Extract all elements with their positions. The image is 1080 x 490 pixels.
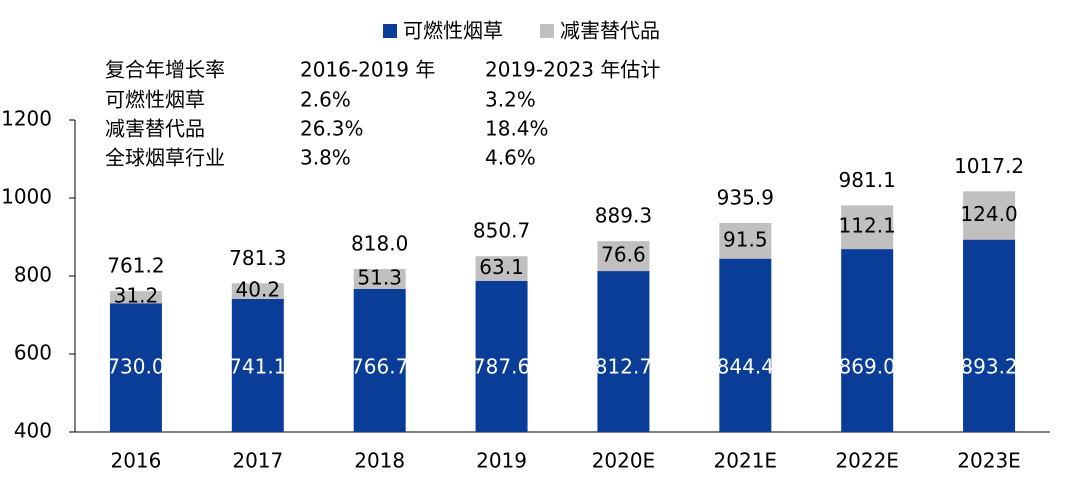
bar-segment [841, 249, 894, 432]
x-tick-label: 2018 [354, 449, 405, 473]
data-label: 741.1 [229, 355, 286, 379]
table-cell: 2.6% [300, 88, 351, 112]
bar-segment [597, 241, 650, 272]
data-label: 112.1 [839, 214, 896, 238]
y-tick-label: 400 [14, 419, 52, 443]
legend-label: 可燃性烟草 [403, 19, 503, 43]
bar-segment [353, 268, 406, 289]
total-label: 935.9 [717, 185, 774, 209]
total-label: 981.1 [839, 168, 896, 192]
table-header: 2019-2023 年估计 [485, 58, 660, 82]
data-label: 51.3 [357, 265, 402, 289]
x-tick-label: 2022E [835, 449, 899, 473]
data-label: 893.2 [960, 355, 1017, 379]
total-label: 781.3 [229, 246, 286, 270]
bar-segment [231, 283, 284, 299]
data-label: 63.1 [479, 255, 524, 279]
data-label: 124.0 [960, 202, 1017, 226]
table-header: 复合年增长率 [105, 58, 225, 82]
total-label: 889.3 [595, 204, 652, 228]
bar-segment [231, 298, 284, 432]
bar-segment [475, 280, 528, 432]
data-label: 787.6 [473, 355, 530, 379]
bar-segment [353, 288, 406, 432]
legend-swatch [383, 24, 397, 38]
bar-segment [963, 239, 1016, 432]
data-label: 844.4 [717, 355, 774, 379]
data-label: 40.2 [236, 278, 281, 302]
bar-segment [597, 271, 650, 432]
total-label: 761.2 [107, 254, 164, 278]
bar-segment [719, 258, 772, 432]
data-label: 31.2 [114, 284, 159, 308]
x-tick-label: 2020E [592, 449, 656, 473]
table-cell: 4.6% [485, 146, 536, 170]
table-cell: 全球烟草行业 [105, 146, 225, 170]
data-label: 730.0 [107, 355, 164, 379]
bar-segment [719, 222, 772, 259]
y-tick-label: 1200 [1, 107, 52, 131]
bar-segment [109, 303, 162, 432]
data-label: 766.7 [351, 355, 408, 379]
x-tick-label: 2023E [957, 449, 1021, 473]
table-header: 2016-2019 年 [300, 58, 435, 82]
table-cell: 3.8% [300, 146, 351, 170]
table-cell: 18.4% [485, 117, 549, 141]
legend-label: 减害替代品 [560, 19, 660, 43]
bar-segment [109, 291, 162, 304]
total-label: 818.0 [351, 231, 408, 255]
total-label: 1017.2 [954, 154, 1024, 178]
y-tick-label: 1000 [1, 185, 52, 209]
y-tick-label: 600 [14, 341, 52, 365]
data-label: 869.0 [839, 355, 896, 379]
table-cell: 3.2% [485, 88, 536, 112]
x-tick-label: 2017 [232, 449, 283, 473]
bar-segment [475, 256, 528, 281]
bar-segment [963, 191, 1016, 240]
data-label: 76.6 [601, 243, 646, 267]
x-tick-label: 2019 [476, 449, 527, 473]
legend-swatch [540, 24, 554, 38]
table-cell: 可燃性烟草 [105, 88, 205, 112]
bar-segment [841, 205, 894, 250]
data-label: 91.5 [723, 227, 768, 251]
table-cell: 26.3% [300, 117, 364, 141]
table-cell: 减害替代品 [105, 117, 205, 141]
data-label: 812.7 [595, 355, 652, 379]
x-tick-label: 2016 [110, 449, 161, 473]
x-tick-label: 2021E [714, 449, 778, 473]
y-tick-label: 800 [14, 263, 52, 287]
total-label: 850.7 [473, 219, 530, 243]
